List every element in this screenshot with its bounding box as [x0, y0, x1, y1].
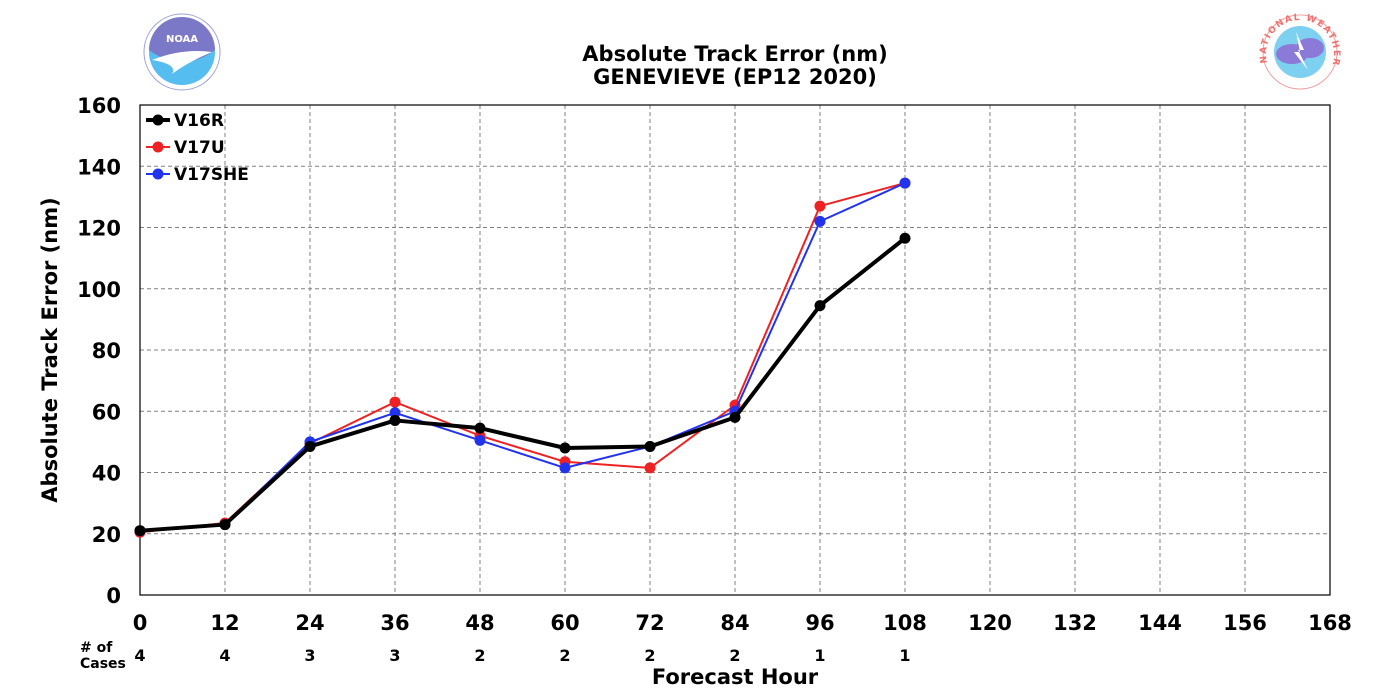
y-tick-labels: 0 20 40 60 80 100 120 140 160 — [77, 94, 121, 608]
data-point — [814, 215, 826, 227]
grid-lines — [140, 105, 1330, 595]
case-count: 2 — [644, 646, 655, 665]
case-count: 2 — [729, 646, 740, 665]
data-point — [389, 396, 401, 408]
plot-frame — [139, 104, 1331, 596]
legend-swatch-marker — [152, 114, 164, 126]
cases-label-line2: Cases — [80, 656, 126, 672]
cases-label-line1: # of — [80, 640, 113, 656]
x-tick-label: 108 — [883, 611, 927, 635]
y-tick-label: 20 — [92, 523, 121, 547]
case-count: 3 — [304, 646, 315, 665]
data-point — [389, 414, 401, 426]
legend-item: V17U — [146, 138, 225, 158]
data-series — [134, 177, 911, 538]
x-tick-label: 132 — [1053, 611, 1097, 635]
x-tick-label: 12 — [210, 611, 239, 635]
series-v17she — [134, 177, 911, 537]
data-point — [304, 440, 316, 452]
y-tick-label: 0 — [106, 584, 121, 608]
data-point — [474, 422, 486, 434]
series-line — [139, 182, 906, 534]
x-tick-label: 72 — [635, 611, 664, 635]
data-point — [814, 200, 826, 212]
x-tick-label: 168 — [1308, 611, 1352, 635]
x-tick-label: 60 — [550, 611, 579, 635]
data-point — [814, 300, 826, 312]
y-tick-label: 140 — [77, 155, 121, 179]
data-point — [474, 434, 486, 446]
case-count: 4 — [219, 646, 230, 665]
legend-swatch-marker — [152, 141, 164, 153]
x-tick-label: 24 — [295, 611, 324, 635]
legend: V16R V17U V17SHE — [146, 111, 249, 185]
data-point — [644, 462, 656, 474]
case-count: 2 — [559, 646, 570, 665]
x-tick-label: 48 — [465, 611, 494, 635]
x-tick-label: 96 — [805, 611, 834, 635]
chart-subtitle: GENEVIEVE (EP12 2020) — [593, 65, 877, 89]
series-line — [139, 182, 906, 532]
legend-label: V17SHE — [174, 165, 249, 185]
x-tick-label: 144 — [1138, 611, 1182, 635]
y-tick-label: 100 — [77, 278, 121, 302]
series-v17u — [134, 177, 911, 538]
noaa-logo: NOAA — [143, 13, 221, 91]
data-point — [644, 440, 656, 452]
data-point — [559, 442, 571, 454]
y-tick-label: 60 — [92, 400, 121, 424]
data-point — [219, 519, 231, 531]
data-point — [899, 232, 911, 244]
case-counts: 4 4 3 3 2 2 2 2 1 1 — [134, 646, 910, 665]
y-axis-label: Absolute Track Error (nm) — [38, 197, 62, 502]
x-tick-label: 0 — [133, 611, 148, 635]
case-count: 1 — [899, 646, 910, 665]
case-count: 2 — [474, 646, 485, 665]
x-tick-label: 156 — [1223, 611, 1267, 635]
y-tick-label: 40 — [92, 462, 121, 486]
y-tick-label: 160 — [77, 94, 121, 118]
x-tick-label: 84 — [720, 611, 749, 635]
x-tick-labels: 0 12 24 36 48 60 72 84 96 108 120 132 144 156 168 — [133, 611, 1352, 635]
noaa-logo-text: NOAA — [166, 34, 198, 45]
legend-label: V16R — [174, 111, 224, 131]
case-count: 3 — [389, 646, 400, 665]
data-point — [134, 525, 146, 537]
legend-item: V16R — [146, 111, 224, 131]
y-tick-label: 120 — [77, 217, 121, 241]
x-axis-label: Forecast Hour — [652, 665, 819, 689]
nws-logo: NATIONAL WEATHER SERVICE — [1259, 13, 1340, 90]
series-v16r — [134, 232, 911, 537]
legend-label: V17U — [174, 138, 225, 158]
legend-swatch-marker — [152, 168, 164, 180]
data-point — [899, 177, 911, 189]
y-tick-label: 80 — [92, 339, 121, 363]
chart-title: Absolute Track Error (nm) — [582, 42, 887, 66]
data-point — [729, 411, 741, 423]
x-tick-label: 120 — [968, 611, 1012, 635]
case-count: 4 — [134, 646, 145, 665]
data-point — [559, 462, 571, 474]
data-point — [389, 407, 401, 419]
x-tick-label: 36 — [380, 611, 409, 635]
series-line — [139, 236, 907, 533]
case-count: 1 — [814, 646, 825, 665]
legend-item: V17SHE — [146, 165, 249, 185]
